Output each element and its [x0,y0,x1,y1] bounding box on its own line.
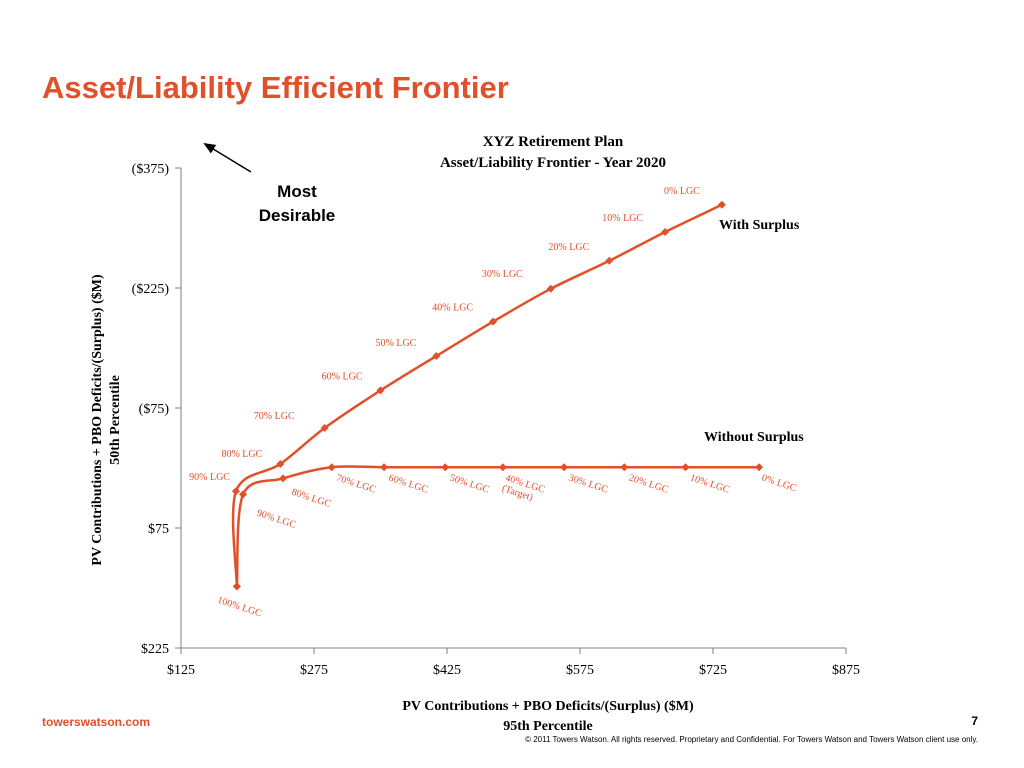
point-label: 20% LGC [627,473,670,496]
legend-without-surplus: Without Surplus [704,430,804,445]
data-point-marker [432,352,441,360]
legend-with-surplus: With Surplus [719,218,800,233]
x-tick-label: $275 [300,663,328,678]
most-desirable-line-2: Desirable [259,206,336,225]
point-label: 20% LGC [548,242,589,253]
point-label: 60% LGC [322,371,363,382]
data-point-marker [620,463,629,472]
point-label: 70% LGC [254,411,295,422]
data-point-marker [239,490,248,499]
data-point-marker [232,582,241,591]
x-tick-label: $425 [433,663,461,678]
point-label: 90% LGC [189,472,230,483]
slide-title: Asset/Liability Efficient Frontier [42,70,509,105]
point-label: 80% LGC [290,487,333,510]
data-point-marker [560,463,569,472]
data-point-marker [276,460,285,468]
data-point-marker [327,463,336,472]
chart-title-line-2: Asset/Liability Frontier - Year 2020 [440,155,666,171]
series-line-without-surplus [235,465,760,587]
data-point-marker [380,463,389,472]
most-desirable-arrow [203,142,252,173]
data-point-marker [681,463,690,472]
y-tick-label: ($375) [132,162,170,177]
x-tick-label: $575 [566,663,594,678]
y-axis-label-line-1: PV Contributions + PBO Deficits/(Surplus… [90,274,105,566]
data-point-marker [546,284,555,293]
point-label: 100% LGC [216,595,263,620]
y-axis-label-line-2: 50th Percentile [108,375,123,465]
data-point-marker [320,424,329,432]
point-label: 0% LGC [664,186,700,197]
most-desirable-line-1: Most [277,182,317,201]
data-point-marker [661,228,670,236]
point-label: 80% LGC [221,449,262,460]
series-line-with-surplus [231,203,723,587]
point-label: 30% LGC [567,473,610,496]
x-axis-label-line-2: 95th Percentile [503,719,593,734]
point-label: 40% LGC(Target) [501,473,547,507]
point-label: 50% LGC [448,473,491,496]
axis-ticks: $125 $275 $425 $575 $725 $875 ($375) ($225) ($75… [132,162,860,678]
point-label: 40% LGC [432,303,473,314]
data-point-marker [489,317,498,326]
y-tick-label: $225 [141,642,169,657]
data-point-marker [278,474,287,483]
page-number: 7 [971,714,978,728]
data-point-marker [717,200,726,209]
data-point-marker [231,487,240,496]
data-point-marker [441,463,450,472]
data-point-marker [605,256,614,265]
point-label: 0% LGC [760,473,798,495]
x-tick-label: $125 [167,663,195,678]
copyright-notice: © 2011 Towers Watson. All rights reserve… [525,735,978,744]
y-tick-label: $75 [148,522,169,537]
chart-title-line-1: XYZ Retirement Plan [483,134,624,150]
y-tick-label: ($75) [139,402,170,417]
data-point-marker [755,463,764,472]
data-point-marker [498,463,507,472]
y-tick-label: ($225) [132,282,170,297]
x-axis-label-line-1: PV Contributions + PBO Deficits/(Surplus… [402,699,694,714]
x-tick-label: $725 [699,663,727,678]
point-label: 30% LGC [482,269,523,280]
data-point-marker [376,386,385,395]
x-tick-label: $875 [832,663,860,678]
point-label: 60% LGC [387,473,430,496]
point-label: 90% LGC [255,508,298,531]
point-label: 10% LGC [602,213,643,224]
point-label: 50% LGC [376,338,417,349]
point-label: 10% LGC [689,473,732,496]
point-label: 70% LGC [335,473,378,496]
footer-brand: towerswatson.com [42,715,151,729]
